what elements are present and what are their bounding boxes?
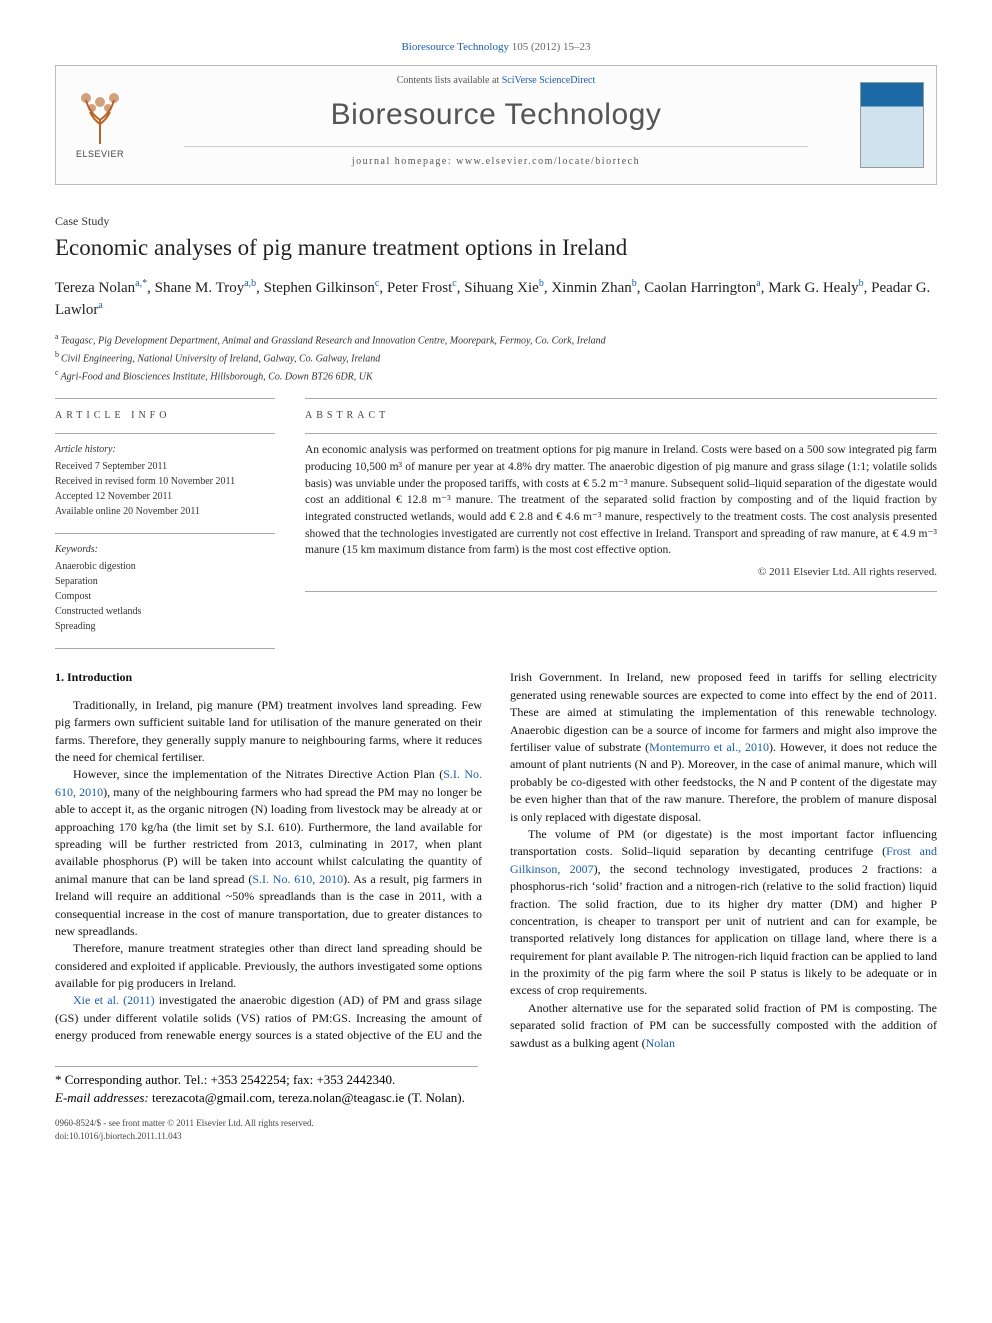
body-paragraph: The volume of PM (or digestate) is the m… xyxy=(510,826,937,1000)
keyword: Separation xyxy=(55,574,275,589)
affiliation-c: Agri-Food and Biosciences Institute, Hil… xyxy=(61,371,373,382)
article-body: 1. Introduction Traditionally, in Irelan… xyxy=(55,669,937,1052)
history-line: Available online 20 November 2011 xyxy=(55,504,275,519)
abstract-copyright: © 2011 Elsevier Ltd. All rights reserved… xyxy=(305,565,937,580)
email-label: E-mail addresses: xyxy=(55,1090,152,1105)
sciencedirect-link[interactable]: SciVerse ScienceDirect xyxy=(502,75,596,86)
article-title: Economic analyses of pig manure treatmen… xyxy=(55,234,937,263)
contents-prefix: Contents lists available at xyxy=(397,75,502,86)
body-paragraph: Therefore, manure treatment strategies o… xyxy=(55,940,482,992)
cover-image-icon xyxy=(860,82,924,168)
abstract-text: An economic analysis was performed on tr… xyxy=(305,442,937,559)
issn-line: 0960-8524/$ - see front matter © 2011 El… xyxy=(55,1117,937,1130)
contents-available: Contents lists available at SciVerse Sci… xyxy=(154,74,838,88)
history-line: Accepted 12 November 2011 xyxy=(55,489,275,504)
history-line: Received in revised form 10 November 201… xyxy=(55,474,275,489)
corresponding-author: * Corresponding author. Tel.: +353 25422… xyxy=(55,1071,478,1089)
elsevier-wordmark: ELSEVIER xyxy=(76,148,124,161)
history-heading: Article history: xyxy=(55,442,275,457)
journal-homepage[interactable]: journal homepage: www.elsevier.com/locat… xyxy=(184,146,808,169)
history-line: Received 7 September 2011 xyxy=(55,459,275,474)
journal-cover-thumbnail[interactable] xyxy=(848,66,936,184)
abstract-column: abstract An economic analysis was perfor… xyxy=(305,398,937,649)
citation-link[interactable]: Montemurro et al., 2010 xyxy=(649,740,769,754)
top-citation-link[interactable]: Bioresource Technology xyxy=(401,41,508,53)
affiliations: aTeagasc, Pig Development Department, An… xyxy=(55,331,937,384)
elsevier-logo[interactable]: ELSEVIER xyxy=(56,66,144,184)
corresponding-footer: * Corresponding author. Tel.: +353 25422… xyxy=(55,1066,478,1107)
body-paragraph: Traditionally, in Ireland, pig manure (P… xyxy=(55,697,482,767)
keyword: Compost xyxy=(55,589,275,604)
doi-line: doi:10.1016/j.biortech.2011.11.043 xyxy=(55,1130,937,1143)
keywords-heading: Keywords: xyxy=(55,542,275,557)
body-paragraph: However, since the implementation of the… xyxy=(55,766,482,940)
affiliation-b: Civil Engineering, National University o… xyxy=(61,353,380,364)
body-paragraph: Another alternative use for the separate… xyxy=(510,1000,937,1052)
author-list: Tereza Nolana,*, Shane M. Troya,b, Steph… xyxy=(55,277,937,321)
citation-link[interactable]: Xie et al. (2011) xyxy=(73,993,155,1007)
article-type: Case Study xyxy=(55,213,937,230)
affiliation-a: Teagasc, Pig Development Department, Ani… xyxy=(61,335,606,346)
abstract-label: abstract xyxy=(305,409,937,423)
email-link[interactable]: tereza.nolan@teagasc.ie xyxy=(278,1090,404,1105)
corresponding-emails: E-mail addresses: terezacota@gmail.com, … xyxy=(55,1089,478,1107)
bottom-bar: 0960-8524/$ - see front matter © 2011 El… xyxy=(55,1117,937,1142)
journal-header: ELSEVIER Contents lists available at Sci… xyxy=(55,65,937,185)
journal-name: Bioresource Technology xyxy=(154,94,838,136)
keyword: Anaerobic digestion xyxy=(55,559,275,574)
keyword: Spreading xyxy=(55,619,275,634)
article-info-column: article info Article history: Received 7… xyxy=(55,398,275,649)
keyword: Constructed wetlands xyxy=(55,604,275,619)
section-heading: 1. Introduction xyxy=(55,669,482,686)
citation-link[interactable]: S.I. No. 610, 2010 xyxy=(252,872,343,886)
top-citation: Bioresource Technology 105 (2012) 15–23 xyxy=(55,40,937,55)
elsevier-tree-icon xyxy=(74,90,126,146)
citation-link[interactable]: Nolan xyxy=(646,1036,675,1050)
email-link[interactable]: terezacota@gmail.com xyxy=(152,1090,272,1105)
article-info-label: article info xyxy=(55,409,275,423)
top-citation-volume: 105 (2012) 15–23 xyxy=(512,41,591,53)
